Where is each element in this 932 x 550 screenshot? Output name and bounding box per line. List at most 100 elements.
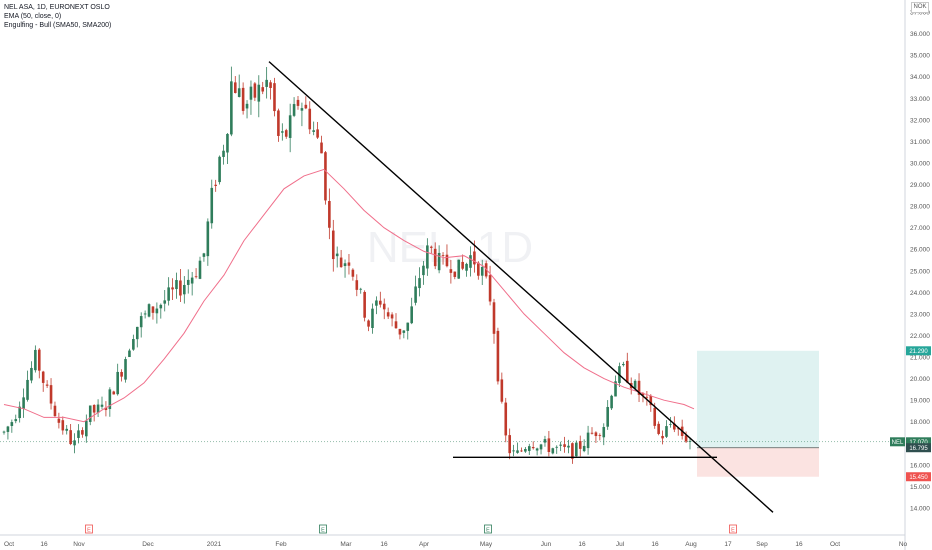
candle-body <box>379 300 382 305</box>
candle <box>171 278 174 301</box>
candle-body <box>233 82 237 93</box>
candle <box>88 405 92 426</box>
candle <box>179 269 182 303</box>
candle <box>347 253 351 275</box>
candle <box>57 412 61 429</box>
candle <box>265 66 268 99</box>
chart-title: NEL ASA, 1D, EURONEXT OSLO <box>4 4 110 11</box>
candle <box>578 435 582 457</box>
candle-body <box>265 79 268 87</box>
candle <box>406 322 410 340</box>
time-axis[interactable]: Oct 16 Nov Dec 2021 Feb Mar 16 Apr May Jun 16 Jul 16 A… <box>4 541 908 548</box>
candle <box>218 155 221 185</box>
candle-body <box>198 260 202 279</box>
candle <box>520 447 523 452</box>
candle <box>469 246 472 277</box>
candle-body <box>316 129 319 138</box>
candle <box>390 312 394 327</box>
earnings-marker[interactable]: E <box>85 524 93 534</box>
candle <box>563 436 566 453</box>
earnings-marker[interactable]: E <box>729 524 737 534</box>
candle-body <box>473 251 476 265</box>
candle <box>104 401 108 417</box>
candle-body <box>363 291 366 318</box>
candle <box>112 390 116 395</box>
candle-body <box>371 308 374 329</box>
candle-body <box>155 308 159 314</box>
candle-body <box>386 312 390 317</box>
candle <box>14 414 18 424</box>
candle <box>292 97 296 118</box>
candle-body <box>343 263 347 267</box>
candle <box>414 275 417 306</box>
candle-body <box>222 150 225 157</box>
candle-body <box>575 442 578 457</box>
candle-body <box>143 313 147 315</box>
candle-body <box>96 404 100 413</box>
candle <box>222 144 225 165</box>
candle-body <box>375 300 378 306</box>
earnings-marker[interactable]: E <box>484 524 492 534</box>
candle-body <box>524 449 527 452</box>
candle-body <box>92 404 96 413</box>
candle <box>676 427 680 436</box>
entry-price-badge-value: 16.795 <box>909 446 928 452</box>
candle <box>535 447 539 456</box>
candle <box>575 440 578 457</box>
price-tick-label: 18.000 <box>910 419 930 426</box>
currency-badge[interactable]: NOK <box>911 2 929 13</box>
candle-body <box>57 418 61 423</box>
candle <box>316 122 319 140</box>
candle <box>375 296 378 315</box>
candle-body <box>606 406 609 427</box>
candle <box>26 370 29 402</box>
descending-trendline[interactable] <box>268 61 774 513</box>
candle <box>665 420 668 438</box>
candle <box>637 373 641 403</box>
candle-body <box>183 284 186 295</box>
candle-body <box>49 385 53 404</box>
candle-body <box>547 438 551 452</box>
candle <box>688 437 692 450</box>
candle <box>492 298 496 344</box>
candle-body <box>245 103 249 109</box>
candle <box>382 298 386 320</box>
candle <box>398 328 402 340</box>
candle <box>92 404 96 422</box>
price-tick-label: 27.000 <box>910 225 930 232</box>
candle-body <box>453 271 457 277</box>
candle <box>567 439 570 454</box>
candle-body <box>484 263 488 277</box>
candle <box>257 75 261 118</box>
candle-body <box>406 322 410 331</box>
candle <box>657 421 660 436</box>
candle <box>351 268 355 281</box>
candle-body <box>163 300 167 304</box>
price-axis[interactable]: 14.00015.00016.00017.00018.00019.00020.0… <box>910 10 930 513</box>
candle-body <box>653 407 657 426</box>
candle-body <box>461 261 464 269</box>
earnings-marker[interactable]: E <box>319 524 327 534</box>
candle-body <box>226 133 229 153</box>
candle-body <box>602 427 606 438</box>
candle <box>139 312 143 338</box>
profit-zone[interactable] <box>697 350 819 448</box>
candle-body <box>586 432 590 449</box>
time-tick-label: No <box>899 541 908 548</box>
candle-body <box>10 422 14 426</box>
price-tick-label: 26.000 <box>910 247 930 254</box>
price-tick-label: 34.000 <box>910 74 930 81</box>
time-tick-label: 16 <box>40 541 48 548</box>
candle <box>304 96 308 110</box>
candle-body <box>81 430 84 435</box>
candle-body <box>418 278 421 289</box>
loss-zone[interactable] <box>697 447 819 477</box>
candle <box>120 369 123 382</box>
candle <box>480 259 484 286</box>
candle-body <box>673 423 676 430</box>
candle <box>539 443 543 455</box>
svg-text:E: E <box>486 528 490 534</box>
time-tick-label: 17 <box>724 541 732 548</box>
time-tick-label: Feb <box>275 541 287 548</box>
